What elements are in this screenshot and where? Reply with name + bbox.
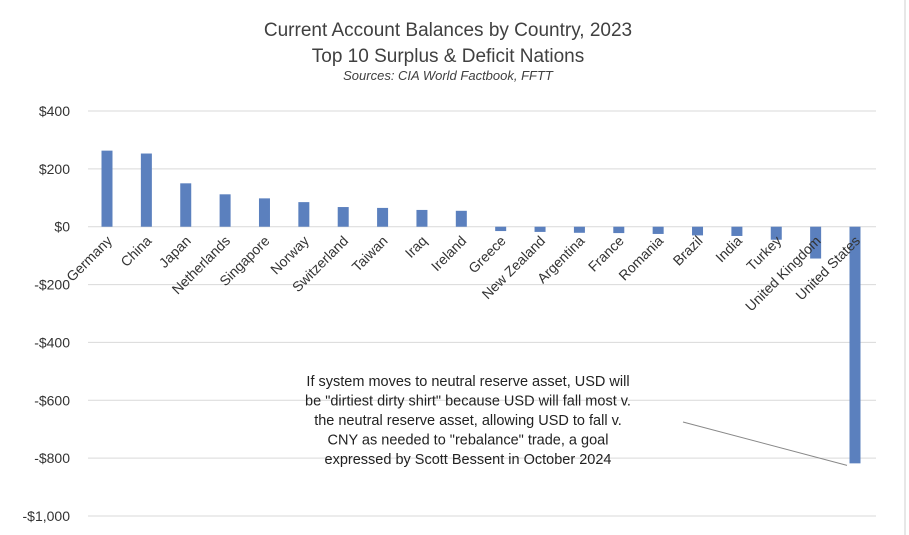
bar [219,194,231,227]
annotation-line: expressed by Scott Bessent in October 20… [325,452,612,468]
bar [534,226,546,232]
x-tick-label: Iraq [402,233,430,261]
x-tick-label: China [117,232,154,269]
chart-source: Sources: CIA World Factbook, FFTT [343,68,554,83]
x-tick-label: India [712,232,745,265]
bar [337,207,349,227]
bar [455,210,467,227]
y-tick-label: -$800 [34,450,70,466]
annotation-line: CNY as needed to "rebalance" trade, a go… [328,433,609,449]
y-tick-label: -$400 [34,334,70,350]
y-tick-label: $200 [39,161,70,177]
bar-layer [101,150,861,464]
chart-title: Current Account Balances by Country, 202… [264,20,632,41]
annotation-text: If system moves to neutral reserve asset… [305,374,631,468]
bar [298,202,310,227]
y-tick-label: -$200 [34,277,70,293]
bar [101,150,113,227]
bar [810,226,822,259]
y-tick-label: $0 [54,219,70,235]
y-tick-label: -$1,000 [23,508,71,524]
annotation-line: the neutral reserve asset, allowing USD … [314,413,622,429]
bar [258,198,270,227]
bar [377,207,389,227]
grid-layer: $400 $200 $0 -$200 -$400 -$600 -$800 -$1,000 [23,103,876,524]
x-axis-labels: Germany China JapanNetherlandsSingaporeNor… [63,232,863,314]
bar [416,209,428,227]
bar [573,226,585,233]
bar [652,226,664,234]
y-tick-label: -$600 [34,392,70,408]
bar [692,226,704,236]
bar [140,153,152,227]
x-tick-label: Germany [63,233,115,285]
annotation: If system moves to neutral reserve asset… [305,374,848,468]
bar [849,226,861,464]
annotation-line: If system moves to neutral reserve asset… [306,374,629,390]
x-tick-label: Brazil [670,233,706,269]
bar [495,226,507,232]
bar [180,183,192,227]
chart-subtitle: Top 10 Surplus & Deficit Nations [312,46,584,67]
y-tick-label: $400 [39,103,70,119]
x-tick-label: Taiwan [349,233,391,275]
bar [770,226,782,240]
bar [731,226,743,236]
annotation-line: be "dirtiest dirty shirt" because USD wi… [305,394,631,410]
bar [613,226,625,234]
annotation-pointer-line [682,421,848,466]
x-tick-label: Ireland [428,233,470,275]
